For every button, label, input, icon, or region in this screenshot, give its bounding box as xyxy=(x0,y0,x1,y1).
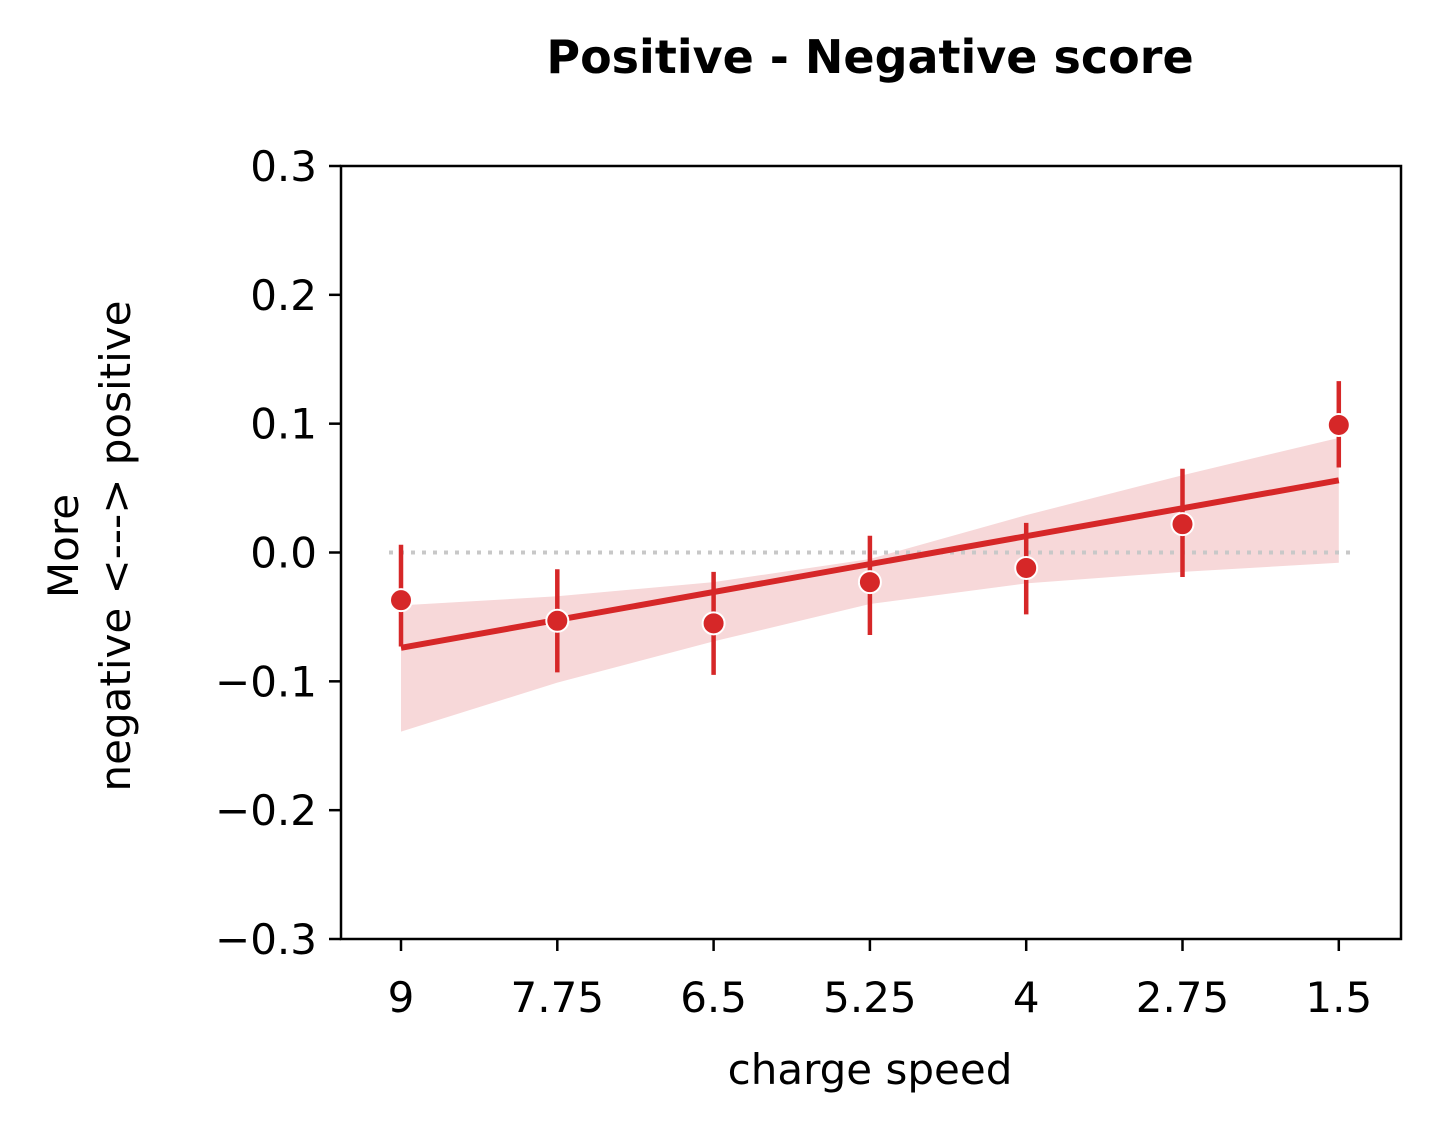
x-tick-label-4: 4 xyxy=(1013,973,1040,1022)
y-axis-label-line-2: negative <---> positive xyxy=(91,301,140,792)
x-tick-label-6: 1.5 xyxy=(1305,973,1372,1022)
x-axis-label: charge speed xyxy=(728,1045,1013,1094)
x-tick-label-1: 7.75 xyxy=(511,973,605,1022)
y-axis-label-line-1: More xyxy=(39,494,88,598)
data-point-6 xyxy=(1326,412,1351,437)
x-tick-label-5: 2.75 xyxy=(1136,973,1230,1022)
x-tick-label-2: 6.5 xyxy=(680,973,747,1022)
y-axis-label: More negative <---> positive xyxy=(39,301,140,792)
x-tick-label-3: 5.25 xyxy=(823,973,917,1022)
y-tick-label-0: −0.3 xyxy=(215,915,317,964)
x-tick-label-0: 9 xyxy=(388,973,415,1022)
data-point-5 xyxy=(1170,512,1195,537)
y-tick-label-4: 0.1 xyxy=(250,400,317,449)
y-tick-label-3: 0.0 xyxy=(250,529,317,578)
y-tick-label-6: 0.3 xyxy=(250,142,317,191)
plot-area: −0.3 −0.2 −0.1 0.0 0.1 0.2 0.3 9 7.75 6.5 5.25 4 2.7… xyxy=(215,142,1403,1022)
data-point-0 xyxy=(389,588,413,613)
data-point-1 xyxy=(545,608,570,633)
data-point-4 xyxy=(1014,555,1039,580)
y-tick-label-1: −0.2 xyxy=(215,786,317,835)
chart-title: Positive - Negative score xyxy=(546,30,1193,84)
data-point-3 xyxy=(857,570,882,595)
y-tick-label-2: −0.1 xyxy=(215,657,317,706)
data-point-2 xyxy=(701,611,726,636)
y-tick-label-5: 0.2 xyxy=(250,271,317,320)
